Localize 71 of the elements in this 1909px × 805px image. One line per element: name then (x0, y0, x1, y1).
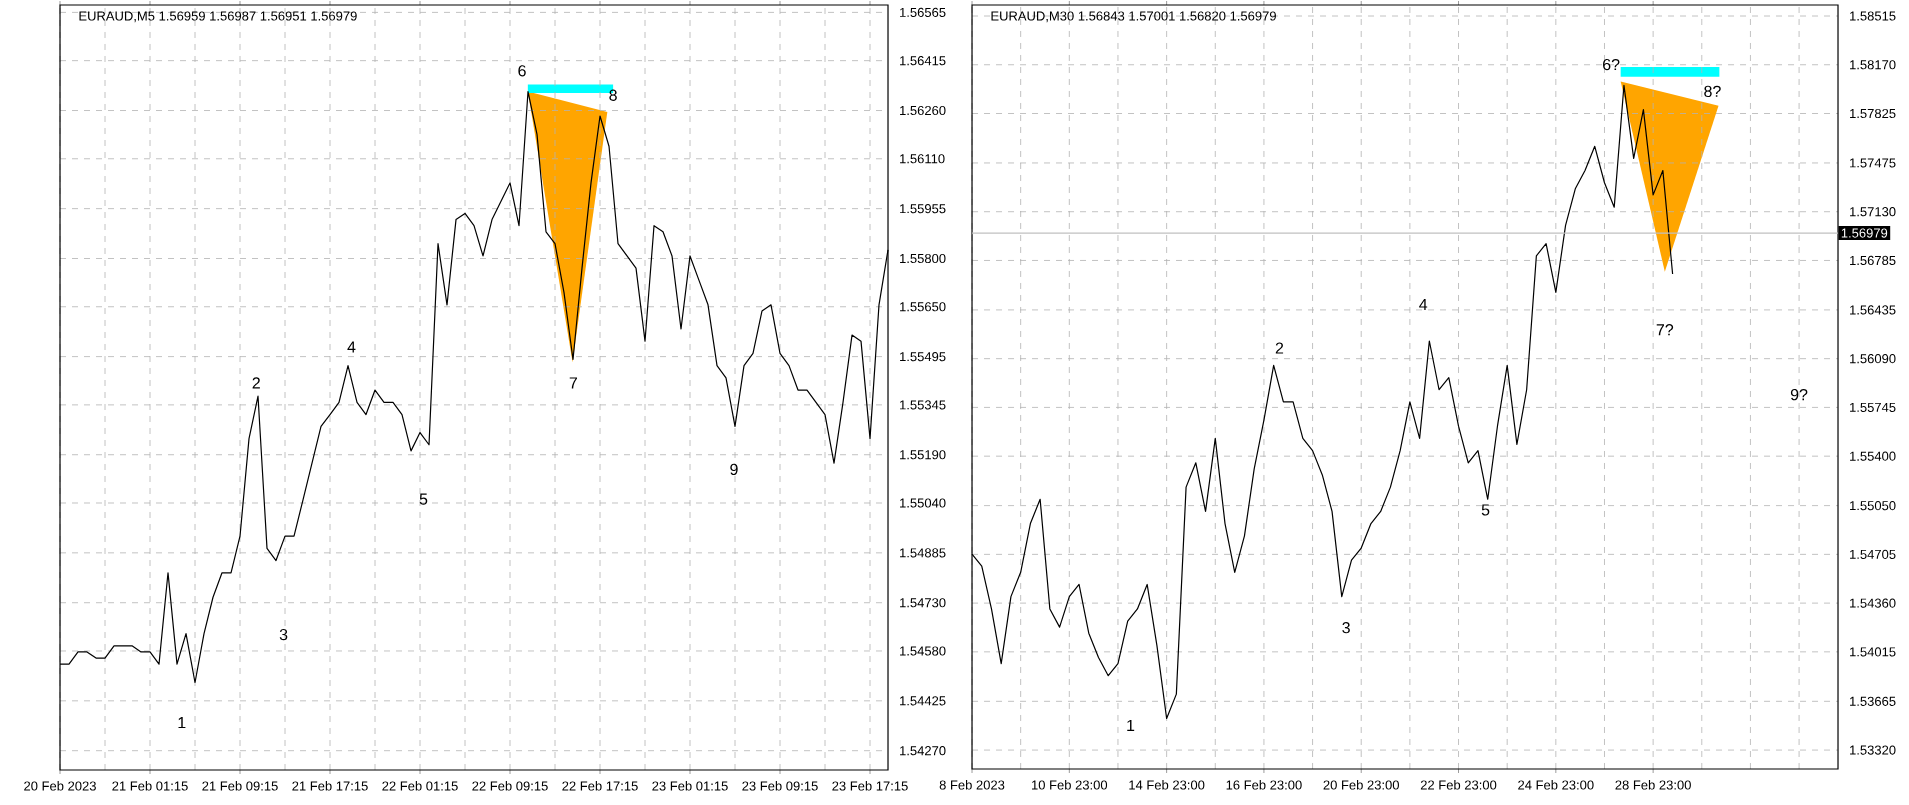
y-tick-label: 1.54730 (900, 598, 946, 608)
y-tick-label: 1.54360 (1850, 598, 1896, 608)
y-tick-label: 1.57475 (1850, 158, 1896, 168)
y-tick-label: 1.55955 (900, 204, 946, 214)
annotation: 3 (279, 628, 288, 641)
annotation: 6? (1603, 58, 1620, 71)
x-tick-label: 23 Feb 17:15 (832, 781, 908, 791)
y-tick-label: 1.55400 (1850, 451, 1896, 461)
annotation: 2 (252, 377, 260, 389)
y-tick-label: 1.55495 (900, 352, 946, 362)
y-tick-label: 1.56785 (1850, 255, 1896, 266)
y-tick-label: 1.55745 (1850, 402, 1896, 412)
y-tick-label: 1.55190 (900, 450, 946, 460)
x-tick-label: 20 Feb 23:00 (1323, 780, 1399, 790)
annotation: 7 (569, 377, 578, 389)
annotation: 5 (419, 493, 428, 505)
y-tick-label: 1.54425 (900, 696, 946, 706)
y-tick-label: 1.53665 (1850, 696, 1896, 706)
y-tick-label: 1.56565 (900, 7, 946, 17)
annotation: 3 (1342, 622, 1350, 634)
y-tick-label: 1.57130 (1850, 207, 1896, 217)
y-tick-label: 1.55650 (900, 302, 946, 312)
y-tick-label: 1.53320 (1850, 745, 1896, 755)
annotation: 4 (347, 341, 356, 353)
y-tick-label: 1.56435 (1850, 305, 1896, 315)
chart-title: EURAUD,M30 1.56843 1.57001 1.56820 1.56979 (991, 11, 1276, 23)
x-tick-label: 20 Feb 2023 (24, 781, 96, 791)
annotation: 1 (1127, 719, 1135, 731)
x-tick-label: 22 Feb 23:00 (1420, 780, 1497, 790)
x-tick-label: 22 Feb 09:15 (472, 781, 548, 791)
annotation: 2 (1275, 342, 1284, 354)
y-tick-label: 1.58515 (1850, 11, 1896, 21)
x-tick-label: 23 Feb 01:15 (652, 781, 728, 791)
y-tick-label: 1.58170 (1850, 60, 1896, 70)
x-tick-label: 21 Feb 17:15 (292, 781, 368, 791)
y-tick-label: 1.56415 (900, 56, 946, 66)
annotation: 8? (1704, 85, 1721, 97)
x-tick-label: 22 Feb 17:15 (562, 781, 638, 791)
x-tick-label: 14 Feb 23:00 (1129, 780, 1205, 790)
y-tick-label: 1.55040 (900, 498, 946, 508)
x-tick-label: 21 Feb 09:15 (202, 781, 278, 791)
x-tick-label: 24 Feb 23:00 (1518, 780, 1594, 790)
y-tick-label: 1.54270 (900, 746, 946, 756)
x-tick-label: 21 Feb 01:15 (112, 781, 188, 791)
y-tick-label: 1.56090 (1850, 354, 1896, 364)
y-tick-label: 1.54705 (1850, 549, 1896, 559)
x-tick-label: 10 Feb 23:00 (1032, 780, 1108, 790)
y-tick-label: 1.55050 (1850, 501, 1896, 511)
x-tick-label: 23 Feb 09:15 (742, 781, 818, 791)
chart-title: EURAUD,M5 1.56959 1.56987 1.56951 1.56979 (79, 11, 357, 23)
y-tick-label: 1.54885 (900, 548, 946, 558)
y-tick-label: 1.55345 (900, 400, 946, 410)
x-tick-label: 28 Feb 23:00 (1615, 780, 1691, 790)
y-tick-label: 1.54015 (1850, 647, 1896, 657)
annotation: 9? (1790, 388, 1808, 401)
y-tick-label: 1.54580 (900, 646, 946, 656)
annotation: 7? (1656, 324, 1674, 336)
annotation: 8 (609, 89, 617, 101)
y-tick-label: 1.56260 (900, 105, 946, 116)
annotation: 1 (178, 717, 186, 729)
annotation: 5 (1481, 504, 1490, 516)
ref-line-label: 1.56979 (1841, 228, 1888, 238)
annotation: 9 (730, 463, 738, 476)
annotation: 6 (518, 65, 526, 77)
y-tick-label: 1.57825 (1850, 108, 1896, 119)
x-tick-label: 8 Feb 2023 (939, 780, 1005, 790)
annotation: 4 (1419, 298, 1428, 310)
x-tick-label: 16 Feb 23:00 (1226, 780, 1302, 790)
y-tick-label: 1.56110 (900, 154, 945, 164)
x-tick-label: 22 Feb 01:15 (382, 781, 458, 791)
y-tick-label: 1.55800 (900, 253, 946, 264)
